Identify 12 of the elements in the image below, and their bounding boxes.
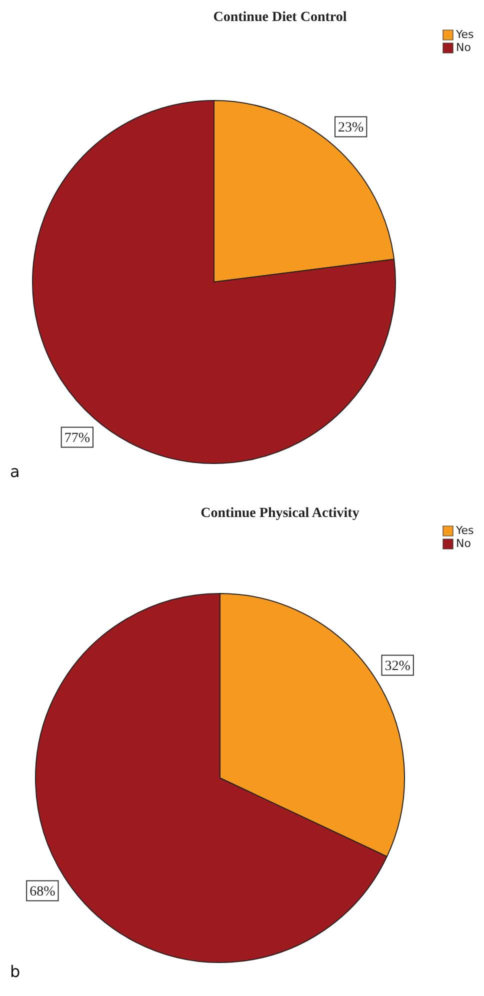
legend-label: Yes: [455, 28, 474, 41]
legend-label: Yes: [455, 524, 474, 537]
data-label: 32%: [384, 658, 411, 674]
data-label: 23%: [338, 120, 364, 136]
legend-label: No: [456, 536, 472, 550]
data-label: 77%: [64, 430, 90, 446]
chart-title: Continue Physical Activity: [200, 506, 360, 522]
legend-label: No: [456, 40, 472, 54]
text: b: [10, 962, 20, 981]
chart-title: Continue Diet Control: [212, 10, 348, 26]
text: a: [10, 462, 20, 481]
data-label: 68%: [30, 884, 56, 900]
